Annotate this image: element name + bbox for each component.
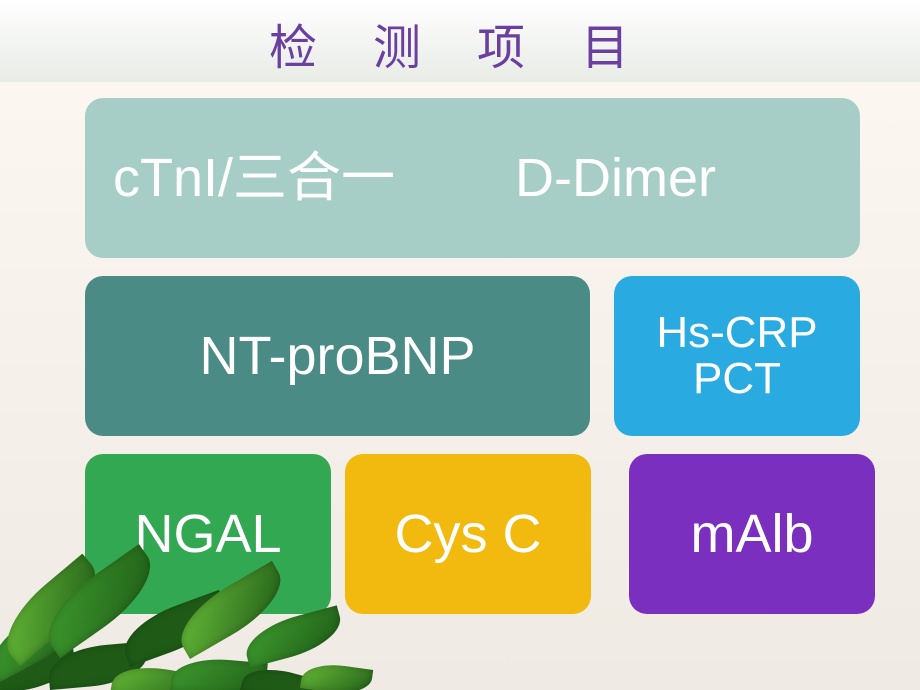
tile-label-hscrp: Hs-CRP xyxy=(656,310,817,356)
tile-label-ntprobnp: NT-proBNP xyxy=(199,328,475,385)
tile-label-cysc: Cys C xyxy=(395,506,542,563)
grid-spacer xyxy=(605,454,615,614)
tile-hscrp-pct: Hs-CRP PCT xyxy=(614,276,860,436)
page-title: 检 测 项 目 xyxy=(0,8,920,78)
tile-ngal: NGAL xyxy=(85,454,331,614)
tile-cysc: Cys C xyxy=(345,454,591,614)
tiles-grid: cTnI/三合一 D-Dimer NT-proBNP Hs-CRP PCT NG… xyxy=(85,98,860,614)
grid-row-3: NGAL Cys C mAlb xyxy=(85,454,860,614)
tile-ctni-ddimer: cTnI/三合一 D-Dimer xyxy=(85,98,860,258)
slide-root: 检 测 项 目 cTnI/三合一 D-Dimer NT-proBNP Hs-CR… xyxy=(0,0,920,690)
tile-label-ngal: NGAL xyxy=(134,506,281,563)
tile-label-malb: mAlb xyxy=(690,506,813,563)
tile-malb: mAlb xyxy=(629,454,875,614)
tile-label-ddimer: D-Dimer xyxy=(515,150,716,207)
tile-ntprobnp: NT-proBNP xyxy=(85,276,590,436)
grid-row-1: cTnI/三合一 D-Dimer xyxy=(85,98,860,258)
tile-label-pct: PCT xyxy=(693,356,781,402)
tile-label-ctni: cTnI/三合一 xyxy=(113,150,395,207)
grid-row-2: NT-proBNP Hs-CRP PCT xyxy=(85,276,860,436)
